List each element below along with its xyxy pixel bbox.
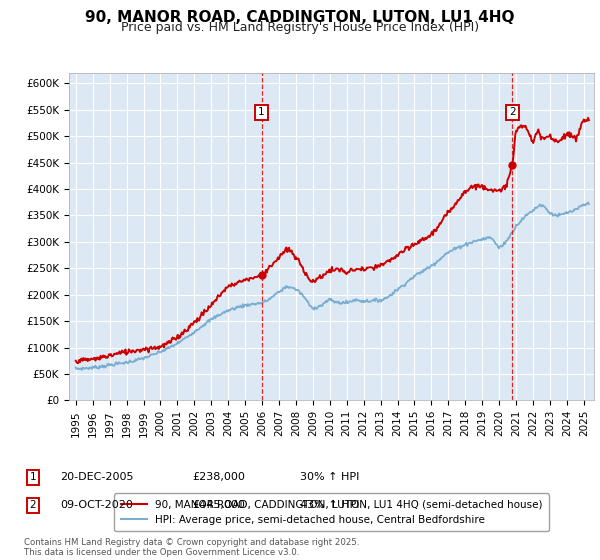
Text: Price paid vs. HM Land Registry's House Price Index (HPI): Price paid vs. HM Land Registry's House … <box>121 21 479 34</box>
Text: 1: 1 <box>29 472 37 482</box>
Text: £445,000: £445,000 <box>192 500 245 510</box>
Text: 09-OCT-2020: 09-OCT-2020 <box>60 500 133 510</box>
Text: 20-DEC-2005: 20-DEC-2005 <box>60 472 133 482</box>
Text: 90, MANOR ROAD, CADDINGTON, LUTON, LU1 4HQ: 90, MANOR ROAD, CADDINGTON, LUTON, LU1 4… <box>85 10 515 25</box>
Legend: 90, MANOR ROAD, CADDINGTON, LUTON, LU1 4HQ (semi-detached house), HPI: Average p: 90, MANOR ROAD, CADDINGTON, LUTON, LU1 4… <box>115 493 548 531</box>
Text: 2: 2 <box>29 500 37 510</box>
Text: Contains HM Land Registry data © Crown copyright and database right 2025.
This d: Contains HM Land Registry data © Crown c… <box>24 538 359 557</box>
Text: 30% ↑ HPI: 30% ↑ HPI <box>300 472 359 482</box>
Text: 2: 2 <box>509 108 515 118</box>
Text: 43% ↑ HPI: 43% ↑ HPI <box>300 500 359 510</box>
Text: £238,000: £238,000 <box>192 472 245 482</box>
Text: 1: 1 <box>258 108 265 118</box>
